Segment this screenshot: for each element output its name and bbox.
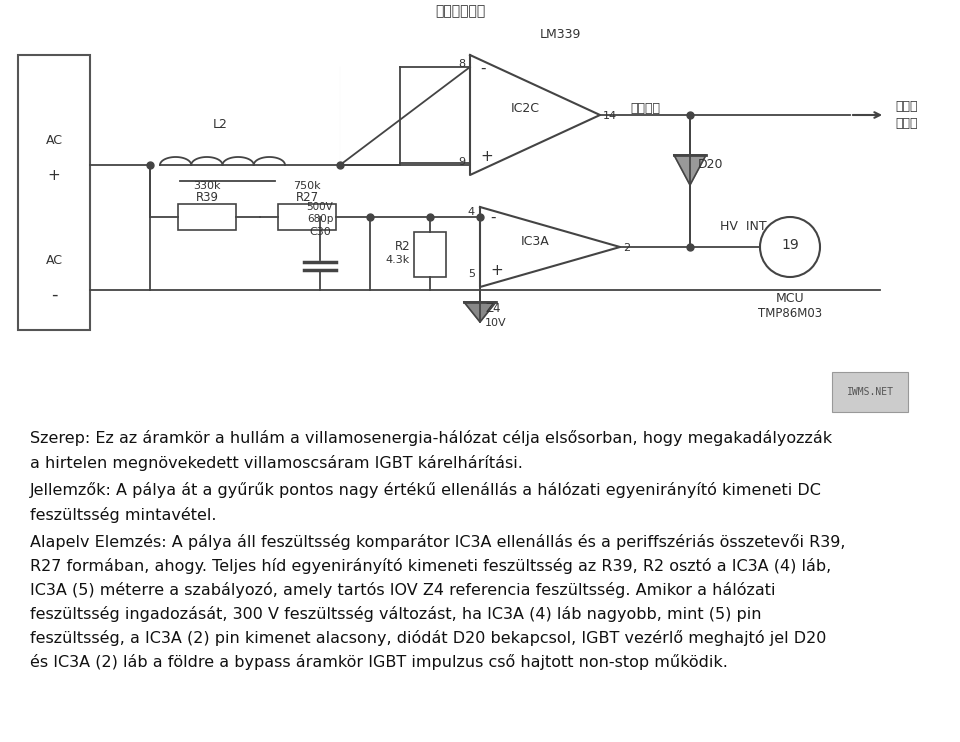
Text: L2: L2 xyxy=(212,118,228,131)
Text: 750k: 750k xyxy=(293,181,321,191)
Text: 680p: 680p xyxy=(307,214,333,224)
Text: IWMS.NET: IWMS.NET xyxy=(847,387,894,397)
Bar xyxy=(278,204,336,230)
Text: R27 formában, ahogy. Teljes híd egyenirányító kimeneti feszültsség az R39, R2 os: R27 formában, ahogy. Teljes híd egyenirá… xyxy=(30,558,831,574)
Text: -: - xyxy=(480,61,486,76)
Text: Jellemzők: A pálya át a gyűrűk pontos nagy értékű ellenállás a hálózati egyenirá: Jellemzők: A pálya át a gyűrűk pontos na… xyxy=(30,482,822,498)
Text: a hirtelen megnövekedett villamoscsáram IGBT kárelhárítási.: a hirtelen megnövekedett villamoscsáram … xyxy=(30,455,523,471)
Text: 动电路: 动电路 xyxy=(895,117,918,130)
Text: 14: 14 xyxy=(603,111,617,121)
Text: 功率控制电路: 功率控制电路 xyxy=(435,4,485,18)
Text: 驱动信号: 驱动信号 xyxy=(630,102,660,115)
Text: IC2C: IC2C xyxy=(511,102,540,115)
Text: 5: 5 xyxy=(468,269,475,279)
Polygon shape xyxy=(674,155,706,185)
Text: 2: 2 xyxy=(623,243,630,253)
Text: R27: R27 xyxy=(296,191,319,204)
Bar xyxy=(18,55,90,330)
Text: AC: AC xyxy=(45,254,62,266)
Text: feszültsség mintavétel.: feszültsség mintavétel. xyxy=(30,507,217,523)
Text: 功率驱: 功率驱 xyxy=(895,100,918,113)
Text: 330k: 330k xyxy=(193,181,221,191)
Text: 19: 19 xyxy=(781,238,799,252)
Text: Z4: Z4 xyxy=(485,302,500,315)
Text: -: - xyxy=(490,210,495,225)
Text: LM339: LM339 xyxy=(540,28,581,41)
Text: feszültsség ingadozását, 300 V feszültsség változást, ha IC3A (4) láb nagyobb, m: feszültsség ingadozását, 300 V feszültss… xyxy=(30,606,761,622)
Text: C30: C30 xyxy=(309,227,331,237)
Circle shape xyxy=(760,217,820,277)
Text: HV  INT: HV INT xyxy=(720,220,767,233)
Text: AC: AC xyxy=(45,134,62,146)
Bar xyxy=(414,232,446,277)
Text: +: + xyxy=(490,263,503,278)
Text: 500V: 500V xyxy=(306,202,333,212)
Text: +: + xyxy=(480,149,492,164)
Text: 4.3k: 4.3k xyxy=(386,255,410,265)
Polygon shape xyxy=(464,302,496,322)
Text: feszültsség, a IC3A (2) pin kimenet alacsony, diódát D20 bekapcsol, IGBT vezérlő: feszültsség, a IC3A (2) pin kimenet alac… xyxy=(30,630,827,646)
Text: -: - xyxy=(51,286,58,304)
Text: R39: R39 xyxy=(196,191,219,204)
Text: D20: D20 xyxy=(698,158,724,171)
Text: +: + xyxy=(48,168,60,183)
Text: IC3A: IC3A xyxy=(520,235,549,248)
Bar xyxy=(178,204,236,230)
Text: R2: R2 xyxy=(395,240,410,253)
Text: Szerep: Ez az áramkör a hullám a villamosenergia-hálózat célja elsősorban, hogy : Szerep: Ez az áramkör a hullám a villamo… xyxy=(30,430,832,446)
Text: 10V: 10V xyxy=(485,318,507,328)
Text: TMP86M03: TMP86M03 xyxy=(758,307,822,320)
Text: MCU: MCU xyxy=(776,292,804,305)
Text: Alapelv Elemzés: A pálya áll feszültsség komparátor IC3A ellenállás és a periffs: Alapelv Elemzés: A pálya áll feszültsség… xyxy=(30,534,846,550)
Text: 4: 4 xyxy=(468,207,475,217)
Text: és IC3A (2) láb a földre a bypass áramkör IGBT impulzus cső hajtott non-stop műk: és IC3A (2) láb a földre a bypass áramkö… xyxy=(30,654,728,670)
Text: 8: 8 xyxy=(458,59,465,69)
Text: IC3A (5) méterre a szabályozó, amely tartós IOV Z4 referencia feszültsség. Amiko: IC3A (5) méterre a szabályozó, amely tar… xyxy=(30,582,776,598)
Text: 9: 9 xyxy=(458,157,465,167)
